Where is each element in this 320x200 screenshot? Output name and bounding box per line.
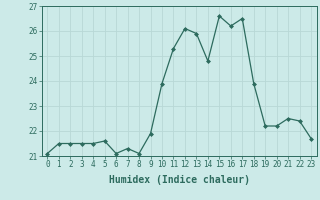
X-axis label: Humidex (Indice chaleur): Humidex (Indice chaleur): [109, 175, 250, 185]
